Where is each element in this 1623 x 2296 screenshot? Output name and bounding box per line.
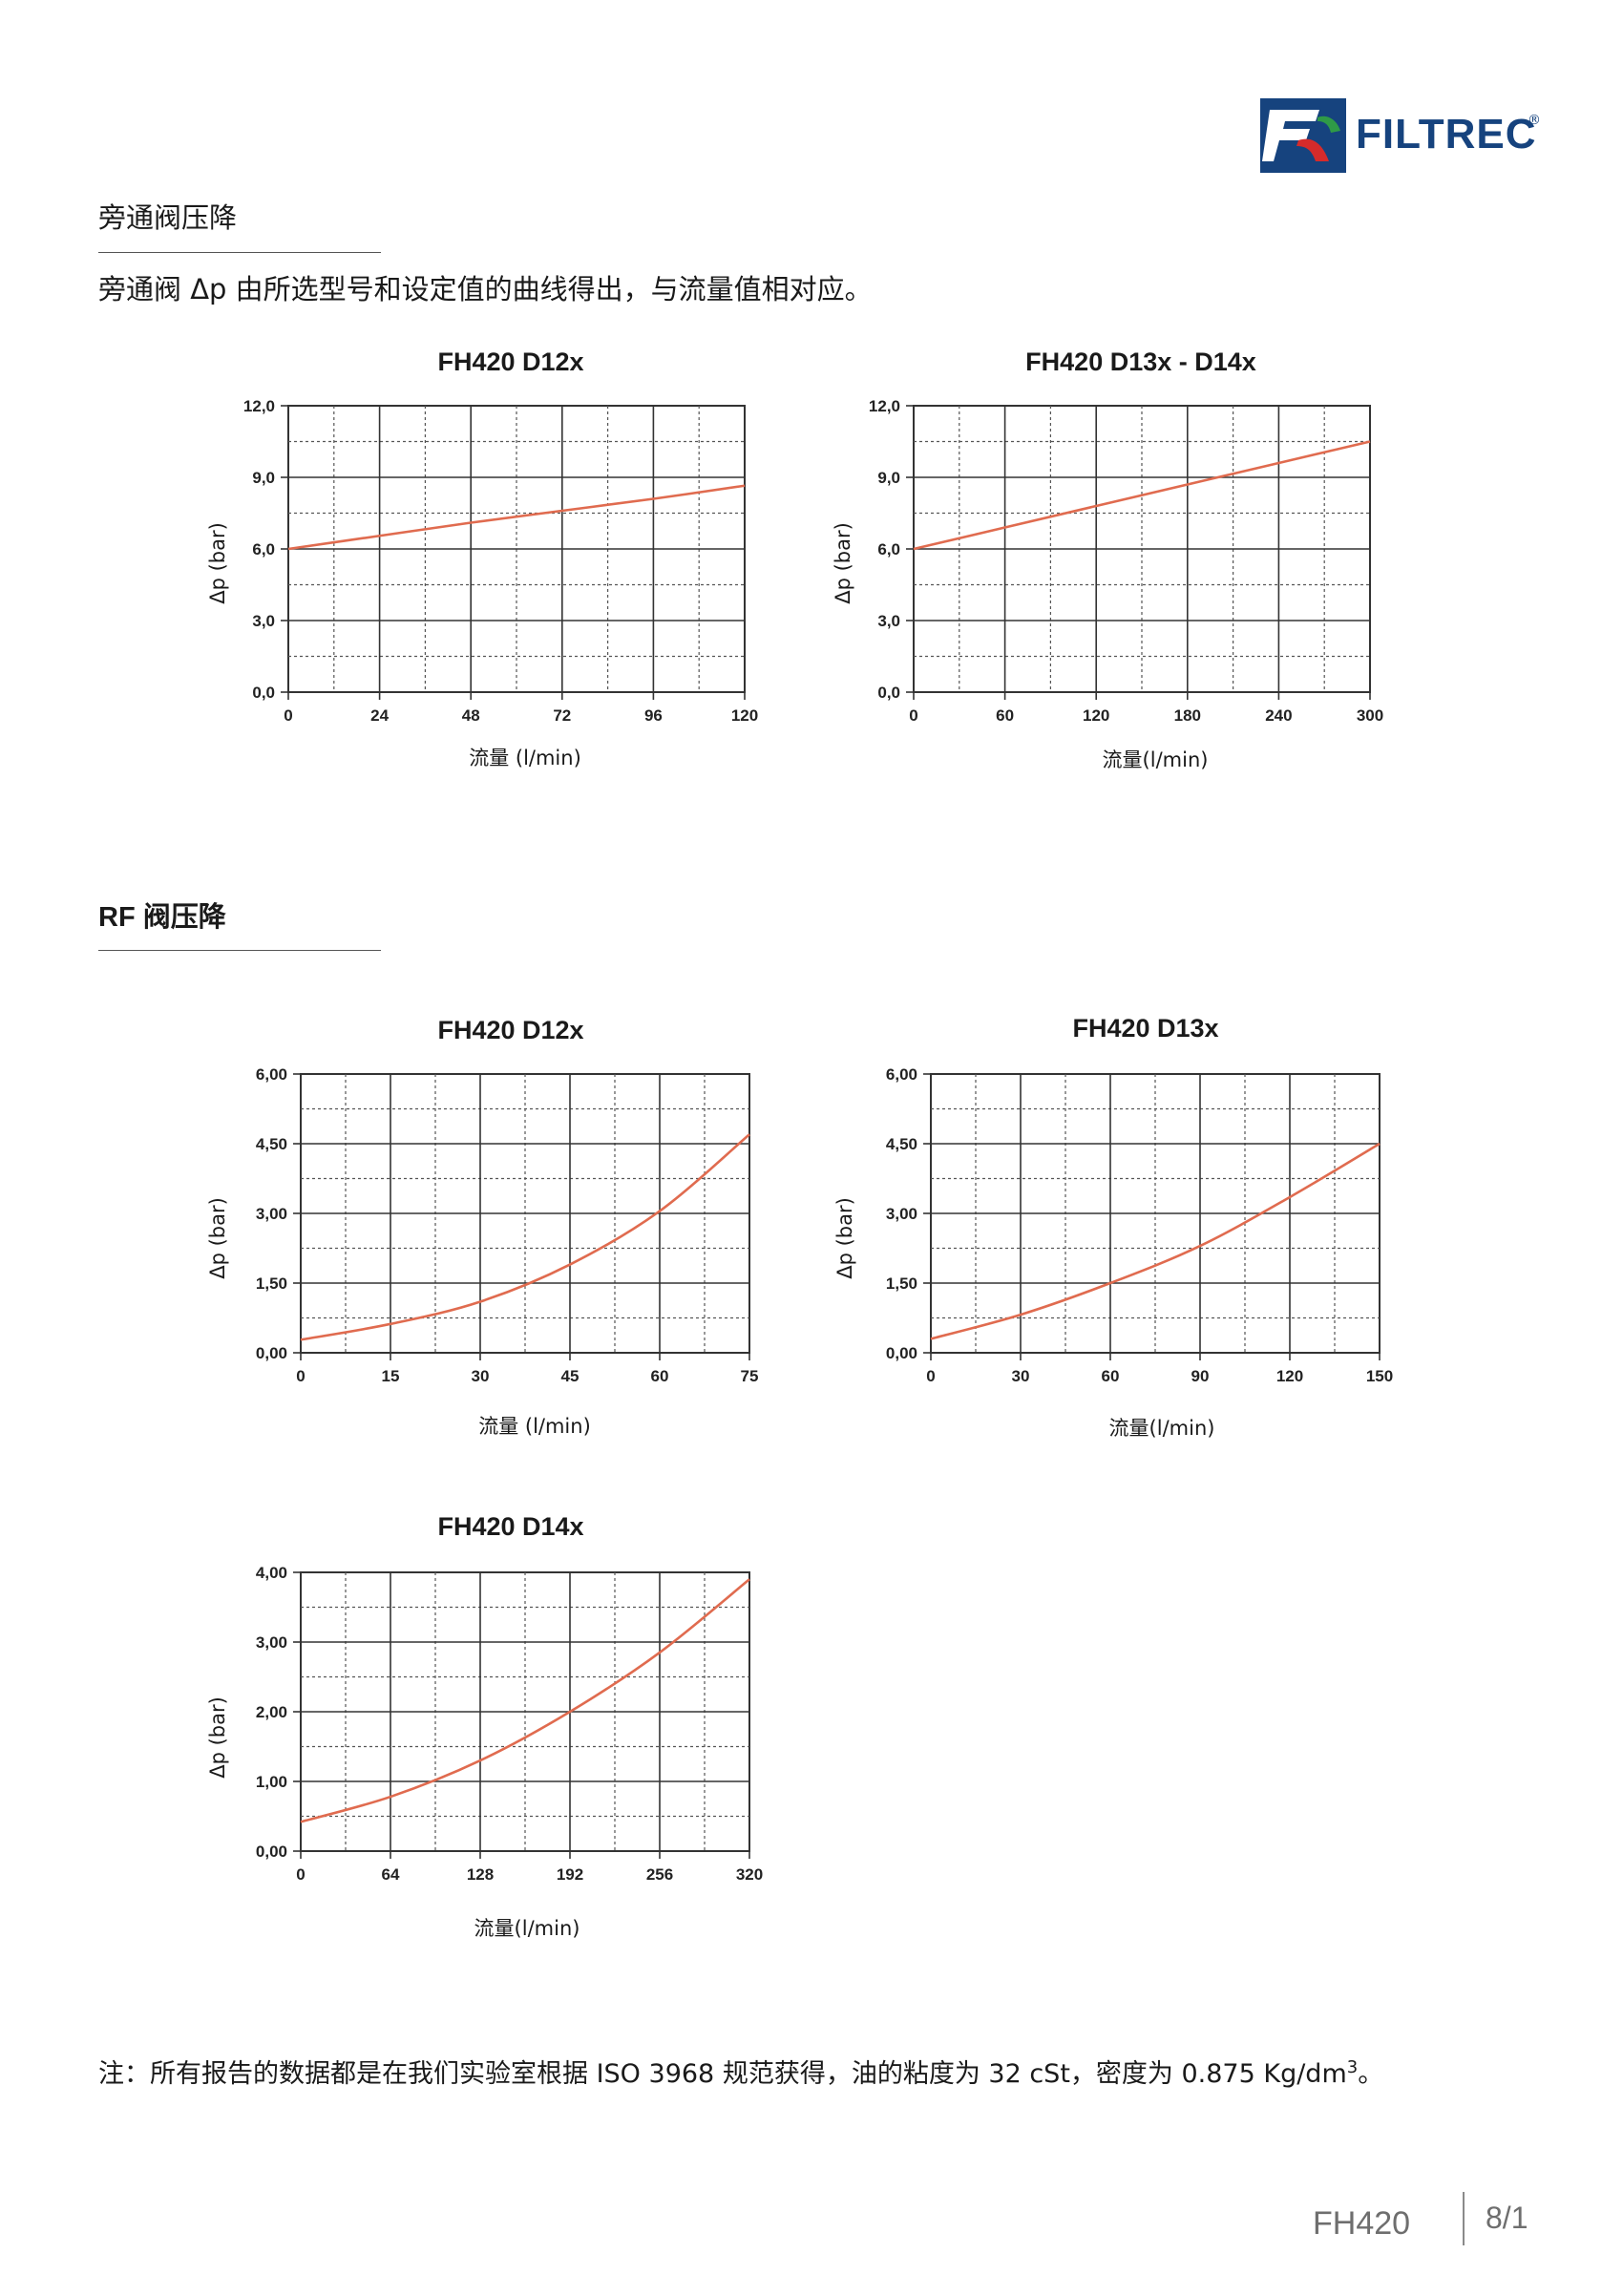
x-axis-label-c3: 流量 (l/min) [478,1415,591,1438]
section-title-rf: RF 阀压降 [98,902,226,933]
x-tick-label: 24 [370,706,389,725]
y-tick-label: 4,00 [256,1564,287,1582]
x-tick-label: 120 [1083,706,1109,725]
section-rule-rf [98,950,381,951]
y-tick-label: 6,00 [256,1065,287,1084]
footnote-suffix: 。 [1358,2059,1384,2089]
y-tick-label: 12,0 [869,397,900,415]
x-tick-label: 0 [909,706,917,725]
x-tick-label: 120 [731,706,758,725]
y-tick-label: 4,50 [256,1135,287,1153]
y-tick-label: 0,0 [877,684,900,702]
section-rule-bypass [98,252,381,253]
series-line [300,1578,750,1823]
series-line [287,484,746,551]
section-title-bypass: 旁通阀压降 [98,201,238,234]
chart-title-c5: FH420 D14x [437,1512,584,1541]
y-tick-label: 4,50 [886,1135,917,1153]
footer-model: FH420 [1313,2205,1411,2242]
chart-title-c2: FH420 D13x - D14x [1025,348,1256,376]
registered-mark: ® [1528,113,1541,128]
x-tick-label: 128 [467,1865,494,1884]
x-tick-label: 45 [561,1367,580,1385]
x-tick-label: 0 [296,1367,305,1385]
x-axis-label-c5: 流量(l/min) [474,1917,580,1940]
x-tick-label: 240 [1265,706,1292,725]
series-line [913,440,1371,551]
y-axis-label-c2: Δp (bar) [832,522,854,604]
y-tick-label: 9,0 [877,469,900,487]
x-tick-label: 48 [462,706,480,725]
x-tick-label: 96 [644,706,663,725]
x-axis-label-c2: 流量(l/min) [1102,748,1209,771]
y-tick-label: 1,00 [256,1773,287,1791]
footer-separator [1463,2192,1465,2245]
x-tick-label: 15 [382,1367,400,1385]
x-tick-label: 60 [651,1367,669,1385]
y-tick-label: 6,0 [252,540,275,558]
brand-name: FILTREC [1356,111,1537,158]
x-tick-label: 320 [736,1865,763,1884]
y-tick-label: 1,50 [886,1274,917,1293]
chart-title-c1: FH420 D12x [437,348,584,376]
x-tick-label: 192 [557,1865,583,1884]
chart-title-c4: FH420 D13x [1072,1014,1219,1043]
x-tick-label: 150 [1366,1367,1393,1385]
x-tick-label: 0 [926,1367,935,1385]
x-axis-label-c4: 流量(l/min) [1108,1417,1215,1440]
y-tick-label: 0,00 [886,1344,917,1362]
y-tick-label: 12,0 [243,397,275,415]
section-description: 旁通阀 Δp 由所选型号和设定值的曲线得出，与流量值相对应。 [98,273,873,305]
y-tick-label: 3,00 [256,1205,287,1223]
x-tick-label: 0 [284,706,292,725]
chart-title-c3: FH420 D12x [437,1016,584,1044]
chart-c1: 0 24 48 72 96 120 0,0 3,0 6,0 9,0 12,0 [243,397,758,725]
x-tick-label: 72 [553,706,571,725]
y-axis-label-c3: Δp (bar) [206,1197,229,1279]
y-axis-label-c1: Δp (bar) [206,522,229,604]
x-tick-label: 180 [1174,706,1201,725]
x-tick-label: 256 [646,1865,673,1884]
x-tick-label: 0 [296,1865,305,1884]
footnote-superscript: 3 [1346,2057,1359,2077]
y-tick-label: 9,0 [252,469,275,487]
series-line [930,1142,1381,1340]
x-tick-label: 300 [1357,706,1383,725]
filtrec-logo-mark [1260,98,1346,173]
y-tick-label: 3,00 [256,1633,287,1652]
chart-c5: 0 64 128 192 256 320 0,00 1,00 2,00 3,00 4,00 [256,1564,763,1884]
x-tick-label: 64 [382,1865,400,1884]
y-tick-label: 3,00 [886,1205,917,1223]
series-line [300,1133,750,1341]
filtrec-logo [1260,98,1346,173]
footnote: 注：所有报告的数据都是在我们实验室根据 ISO 3968 规范获得，油的粘度为 … [98,2053,1383,2090]
y-tick-label: 0,00 [256,1344,287,1362]
chart-c3: 0 15 30 45 60 75 0,00 1,50 3,00 4,50 6,00 [256,1065,759,1385]
y-tick-label: 3,0 [252,612,275,630]
x-tick-label: 75 [741,1367,759,1385]
y-tick-label: 0,0 [252,684,275,702]
y-tick-label: 0,00 [256,1843,287,1861]
chart-c4: 0 30 60 90 120 150 0,00 1,50 3,00 4,50 6,00 [886,1065,1393,1385]
y-tick-label: 2,00 [256,1703,287,1721]
footnote-text: 注：所有报告的数据都是在我们实验室根据 ISO 3968 规范获得，油的粘度为 … [98,2059,1347,2089]
y-tick-label: 6,0 [877,540,900,558]
chart-c2: 0 60 120 180 240 300 0,0 3,0 6,0 9,0 12,0 [869,397,1383,725]
x-tick-label: 90 [1191,1367,1210,1385]
y-tick-label: 1,50 [256,1274,287,1293]
x-axis-label-c1: 流量 (l/min) [469,747,581,769]
y-axis-label-c5: Δp (bar) [206,1696,229,1779]
footer-page-number: 8/1 [1486,2201,1528,2235]
x-tick-label: 30 [1012,1367,1030,1385]
x-tick-label: 60 [996,706,1014,725]
x-tick-label: 120 [1276,1367,1303,1385]
y-tick-label: 6,00 [886,1065,917,1084]
x-tick-label: 60 [1102,1367,1120,1385]
y-axis-label-c4: Δp (bar) [833,1197,856,1279]
x-tick-label: 30 [472,1367,490,1385]
y-tick-label: 3,0 [877,612,900,630]
